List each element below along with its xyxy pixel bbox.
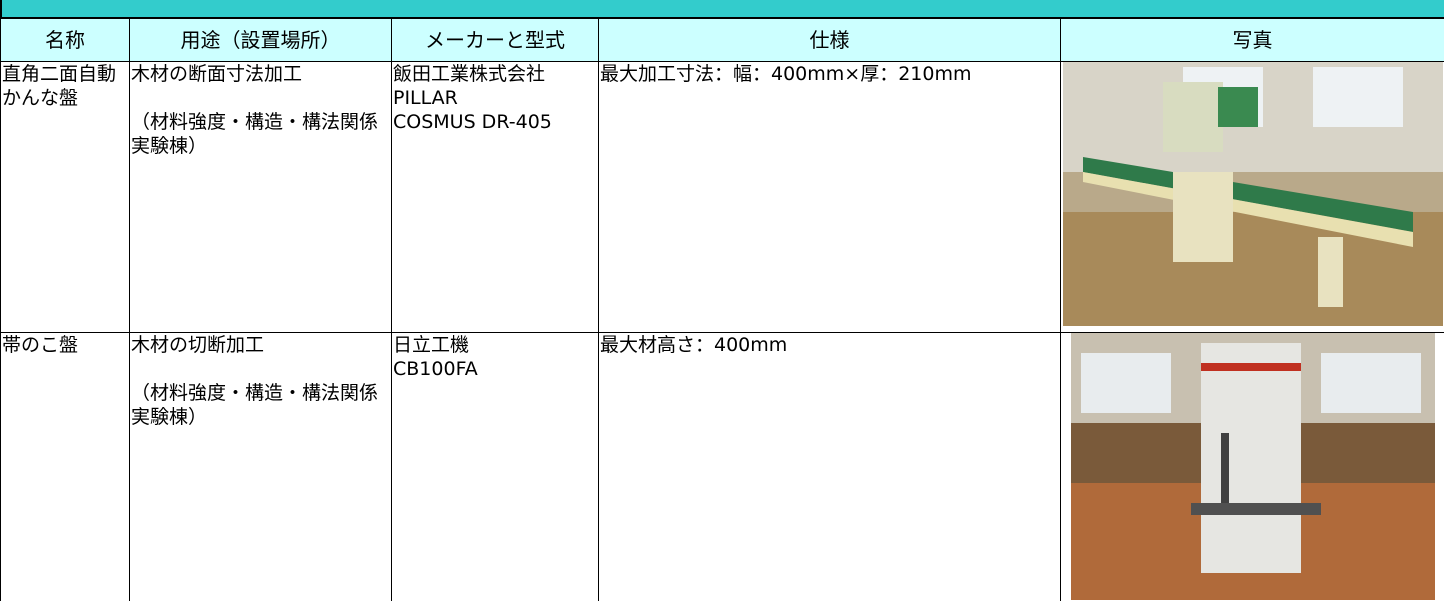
header-cell: 用途（設置場所） [129,17,392,62]
row: 直角二面自動かんな盤 木材の断面寸法加工 （材料強度・構造・構法関係実験棟） 飯田… [0,61,1444,333]
spec-cell: 最大加工寸法：幅：400mm×厚：210mm [598,61,1061,333]
photo-cell [1060,61,1444,333]
usage-location: （材料強度・構造・構法関係実験棟） [131,382,379,428]
header-cell: 仕様 [598,17,1061,62]
usage-text: 木材の断面寸法加工 [131,63,303,85]
usage-location: （材料強度・構造・構法関係実験棟） [131,111,379,157]
maker-line: PILLAR [393,87,458,109]
usage-cell: 木材の断面寸法加工 （材料強度・構造・構法関係実験棟） [129,61,392,333]
maker-cell: 日立工機 CB100FA [391,332,599,601]
header-cell: 写真 [1060,17,1444,62]
photo-cell [1060,332,1444,601]
photo [1070,333,1435,600]
maker-line: CB100FA [393,358,478,380]
maker-line: 日立工機 [393,334,470,356]
maker-line: COSMUS DR-405 [393,111,552,133]
top-bar [0,0,1444,17]
usage-cell: 木材の切断加工 （材料強度・構造・構法関係実験棟） [129,332,392,601]
maker-line: 飯田工業株式会社 [393,63,546,85]
row: 帯のこ盤 木材の切断加工 （材料強度・構造・構法関係実験棟） 日立工機 CB100F… [0,332,1444,601]
spec-cell: 最大材高さ：400mm [598,332,1061,601]
name-cell: 直角二面自動かんな盤 [0,61,130,333]
equipment-table: 名称 用途（設置場所） メーカーと型式 仕様 写真 直角二面自動かんな盤 木材の… [0,17,1444,601]
header-cell: 名称 [0,17,130,62]
photo [1062,62,1443,326]
header-cell: メーカーと型式 [391,17,599,62]
header-row: 名称 用途（設置場所） メーカーと型式 仕様 写真 [0,17,1444,62]
maker-cell: 飯田工業株式会社 PILLAR COSMUS DR-405 [391,61,599,333]
usage-text: 木材の切断加工 [131,334,265,356]
name-cell: 帯のこ盤 [0,332,130,601]
